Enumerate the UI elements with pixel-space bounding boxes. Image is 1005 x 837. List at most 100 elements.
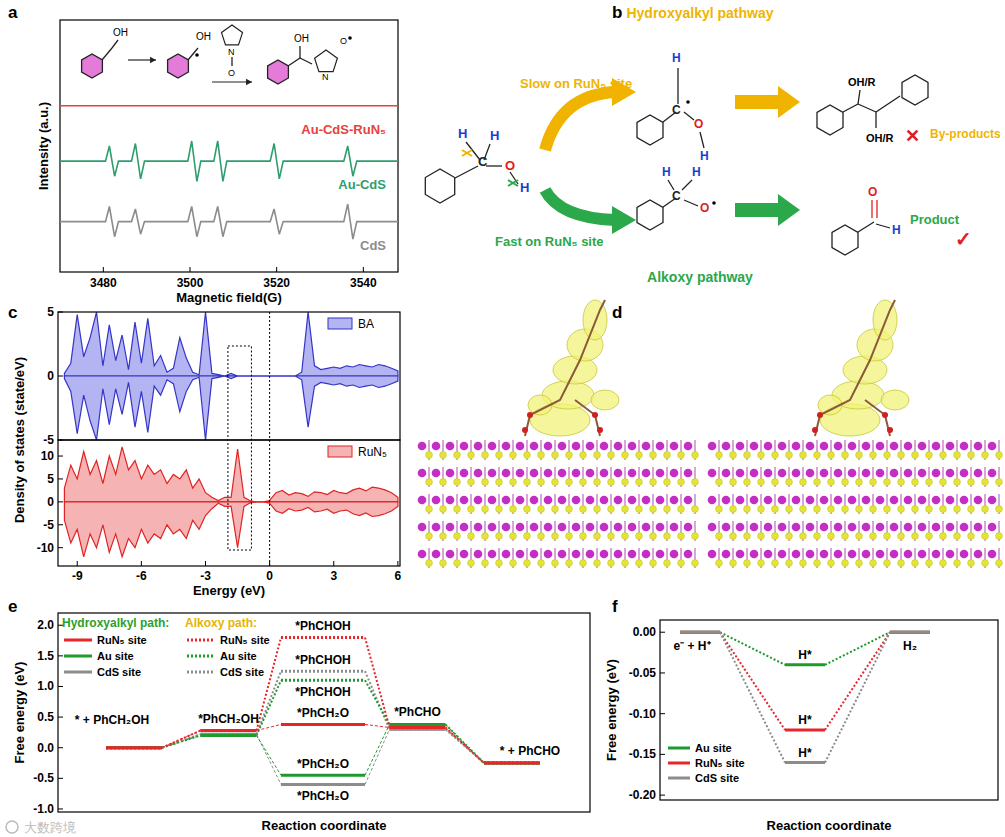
legend-swatch <box>328 446 352 457</box>
state-label: * + PhCHO <box>500 744 560 758</box>
atom-s <box>758 506 765 513</box>
y-axis-label: Free energy (eV) <box>12 662 27 764</box>
atom-s <box>730 506 737 513</box>
atom-s <box>926 506 933 513</box>
atom-cd <box>792 469 801 478</box>
atom-cd <box>558 496 567 505</box>
atom-s <box>912 533 919 540</box>
scissors <box>508 180 518 186</box>
atom-label: N <box>322 72 329 82</box>
atom-s <box>622 533 629 540</box>
atom-cd <box>446 442 455 451</box>
atom-s <box>954 479 961 486</box>
atom-s <box>524 560 531 567</box>
molecule-chain <box>575 400 600 436</box>
atom-s <box>870 452 877 459</box>
atom-cd <box>890 496 899 505</box>
atom-s <box>692 506 699 513</box>
state-label: *PhCHOH <box>295 619 350 633</box>
atom-s <box>786 479 793 486</box>
series-label: CdS <box>360 238 386 253</box>
atom-s <box>996 560 1003 567</box>
atom-cd <box>974 496 983 505</box>
atom-s <box>524 506 531 513</box>
atom-s <box>814 452 821 459</box>
atom-s <box>926 479 933 486</box>
atom-s <box>814 479 821 486</box>
atom-s <box>468 560 475 567</box>
x-tick-label: 3540 <box>350 276 377 290</box>
legend-swatch <box>668 747 690 750</box>
atom-s <box>898 452 905 459</box>
atom-cd <box>530 469 539 478</box>
charge-density <box>591 390 619 410</box>
watermark-icon <box>6 821 18 833</box>
atom-s <box>678 479 685 486</box>
energy-level <box>390 726 446 729</box>
atom-s <box>828 533 835 540</box>
series-label: Au-CdS-RuN₅ <box>301 122 386 137</box>
atom-s <box>842 479 849 486</box>
atom-s <box>650 452 657 459</box>
energy-level <box>484 762 540 765</box>
energy-level <box>680 631 720 634</box>
y-tick-label: -1.0 <box>33 802 54 816</box>
atom-cd <box>628 550 637 559</box>
atom-s <box>440 506 447 513</box>
bond <box>876 200 877 218</box>
atom-s <box>524 479 531 486</box>
atom-cd <box>460 550 469 559</box>
x-axis-label: Reaction coordinate <box>767 818 892 833</box>
atom-s <box>716 452 723 459</box>
legend-label: BA <box>358 317 374 331</box>
atom-cd <box>502 523 511 532</box>
atom-cd <box>614 496 623 505</box>
legend-swatch <box>328 318 352 329</box>
atom-cd <box>418 469 427 478</box>
atom-s <box>664 506 671 513</box>
pathway-title: Alkoxy pathway <box>647 269 753 285</box>
frame <box>58 312 400 440</box>
atom-s <box>552 479 559 486</box>
atom-s <box>954 506 961 513</box>
atom-s <box>482 560 489 567</box>
radical-dot <box>686 100 690 104</box>
bond <box>858 222 874 232</box>
atom-cd <box>904 469 913 478</box>
atom-s <box>716 560 723 567</box>
atom-s <box>636 533 643 540</box>
bond <box>486 165 502 166</box>
series-label: Au-CdS <box>338 177 386 192</box>
atom-cd <box>960 550 969 559</box>
atom-s <box>814 560 821 567</box>
atom-cd <box>558 442 567 451</box>
atom-cd <box>918 523 927 532</box>
state-label: H* <box>798 713 812 727</box>
energy-level <box>890 631 930 634</box>
atom-s <box>468 479 475 486</box>
atom-s <box>982 533 989 540</box>
atom-s <box>716 506 723 513</box>
atom-cd <box>628 523 637 532</box>
y-tick <box>58 376 63 377</box>
atom-cd <box>460 469 469 478</box>
atom-s <box>744 506 751 513</box>
atom-cd <box>862 469 871 478</box>
y-tick <box>660 632 665 633</box>
atom-cd <box>834 469 843 478</box>
dos-area <box>64 447 398 502</box>
atom-s <box>524 452 531 459</box>
atom-cd <box>736 442 745 451</box>
atom-cd <box>946 469 955 478</box>
dos-area <box>64 376 398 440</box>
atom-s <box>968 452 975 459</box>
atom-cd <box>656 523 665 532</box>
atom-label: O <box>340 36 347 46</box>
plot-area <box>680 632 930 762</box>
y-tick-label: -5 <box>43 433 54 447</box>
atom-cd <box>586 442 595 451</box>
group-label: OH/R <box>848 76 876 88</box>
atom-s <box>814 533 821 540</box>
atom-cd <box>806 550 815 559</box>
atom-cd <box>684 469 693 478</box>
